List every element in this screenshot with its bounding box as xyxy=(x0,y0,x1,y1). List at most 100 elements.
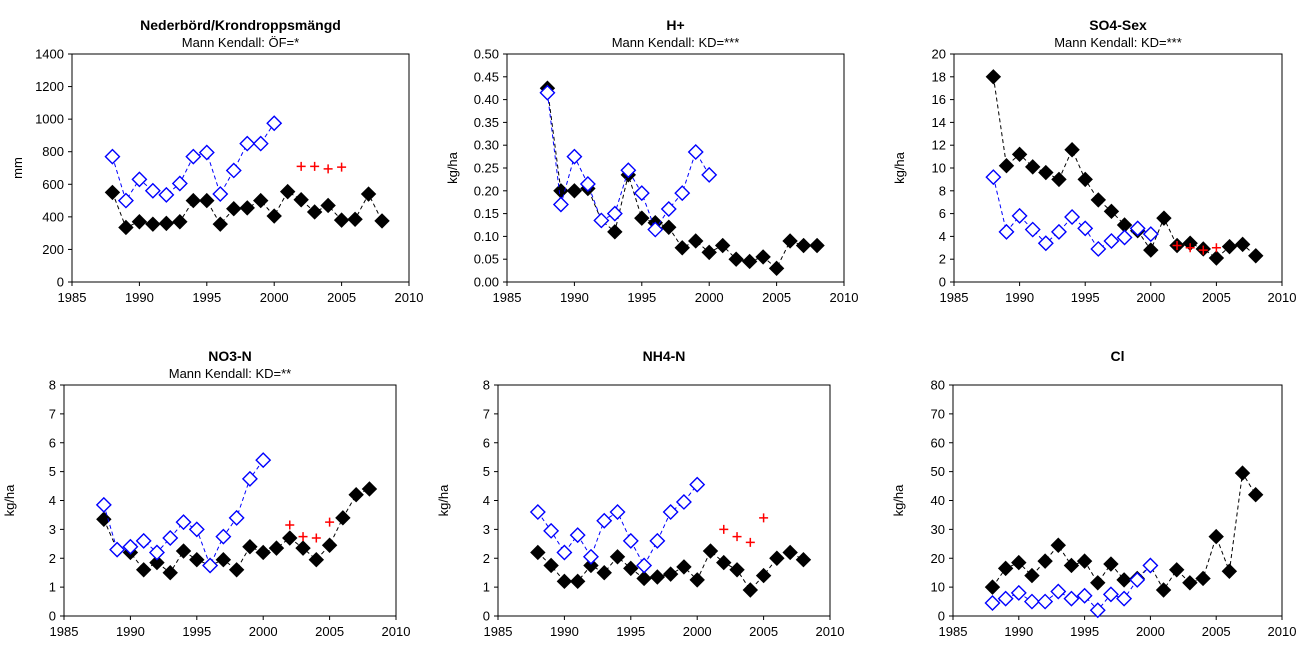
data-point-open-diamond xyxy=(162,530,179,547)
chart-title: Nederbörd/Krondroppsmängd xyxy=(140,17,341,33)
chart-panel-3: SO4-Sex Mann Kendall: KD=*** 0 2 4 6 8 10 12 14 16… xyxy=(892,17,1296,305)
data-point-open-diamond xyxy=(158,186,175,203)
data-point-open-diamond xyxy=(1089,602,1106,619)
data-point-open-diamond xyxy=(1037,235,1054,252)
data-point-open-diamond xyxy=(1103,232,1120,249)
data-point-plus xyxy=(310,161,320,171)
x-tick-label: 1995 xyxy=(616,624,645,639)
data-point-open-diamond xyxy=(674,185,691,202)
data-point-open-diamond xyxy=(185,148,202,165)
data-point-filled-diamond xyxy=(716,554,732,571)
data-point-open-diamond xyxy=(556,544,573,561)
data-point-open-diamond xyxy=(215,528,232,545)
data-point-filled-diamond xyxy=(1116,572,1132,588)
y-tick-label: 0 xyxy=(49,609,56,624)
y-tick-label: 2 xyxy=(49,551,56,566)
data-point-open-diamond xyxy=(998,223,1015,240)
series-line xyxy=(103,488,370,574)
data-point-open-diamond xyxy=(252,135,269,152)
chart-title: H+ xyxy=(666,17,684,33)
data-point-filled-diamond xyxy=(279,183,296,200)
data-point-filled-diamond xyxy=(768,260,785,277)
y-tick-label: 80 xyxy=(931,378,945,393)
data-point-filled-diamond xyxy=(985,69,1002,85)
data-point-filled-diamond xyxy=(1038,164,1054,181)
data-point-open-diamond xyxy=(212,186,229,203)
chart-subtitle: Mann Kendall: KD=*** xyxy=(1054,35,1182,50)
data-point-filled-diamond xyxy=(1011,554,1027,571)
chart-subtitle: Mann Kendall: ÖF=* xyxy=(182,35,299,50)
data-point-filled-diamond xyxy=(158,215,175,232)
data-point-filled-diamond xyxy=(742,582,759,598)
data-point-open-diamond xyxy=(1050,583,1067,600)
data-point-open-diamond xyxy=(689,476,706,493)
y-axis-label: kg/ha xyxy=(2,484,17,517)
x-tick-label: 1995 xyxy=(1070,624,1099,639)
y-axis-label: kg/ha xyxy=(436,484,451,517)
data-point-filled-diamond xyxy=(1051,171,1067,188)
y-tick-label: 1000 xyxy=(35,112,64,127)
data-point-open-diamond xyxy=(1077,220,1094,237)
y-tick-label: 40 xyxy=(931,493,945,508)
data-point-open-diamond xyxy=(144,182,161,199)
data-point-filled-diamond xyxy=(1208,528,1224,545)
y-tick-label: 4 xyxy=(939,229,946,244)
data-point-filled-diamond xyxy=(212,216,228,232)
y-tick-label: 0.25 xyxy=(474,161,499,176)
y-axis-label: kg/ha xyxy=(891,484,906,517)
y-tick-label: 6 xyxy=(49,435,56,450)
y-tick-label: 0.30 xyxy=(474,138,499,153)
data-point-plus xyxy=(719,524,729,534)
data-point-filled-diamond xyxy=(295,540,311,556)
y-tick-label: 14 xyxy=(932,115,946,130)
data-point-open-diamond xyxy=(593,212,610,229)
x-tick-label: 2005 xyxy=(762,290,791,305)
y-tick-label: 800 xyxy=(42,144,64,159)
data-point-open-diamond xyxy=(1129,220,1146,237)
data-point-open-diamond xyxy=(228,509,245,526)
y-tick-label: 0.45 xyxy=(474,69,499,84)
x-tick-label: 2005 xyxy=(315,624,344,639)
data-point-open-diamond xyxy=(1129,571,1146,588)
data-point-open-diamond xyxy=(620,162,637,179)
x-tick-label: 2010 xyxy=(1268,290,1297,305)
y-tick-label: 1 xyxy=(483,580,490,595)
data-point-open-diamond xyxy=(579,175,596,192)
data-point-filled-diamond xyxy=(266,208,282,224)
x-tick-label: 2000 xyxy=(260,290,289,305)
y-tick-label: 0.35 xyxy=(474,115,499,130)
data-point-open-diamond xyxy=(1011,207,1028,224)
data-point-filled-diamond xyxy=(769,550,785,566)
data-point-open-diamond xyxy=(649,532,666,549)
data-point-plus xyxy=(298,532,308,542)
data-point-filled-diamond xyxy=(175,543,192,559)
chart-panel-4: NO3-N Mann Kendall: KD=** 0 1 2 3 4 5 6 7 8 1985 199… xyxy=(2,348,410,639)
chart-title: SO4-Sex xyxy=(1089,17,1147,33)
x-tick-label: 1990 xyxy=(550,624,579,639)
data-point-open-diamond xyxy=(997,590,1014,607)
data-point-filled-diamond xyxy=(728,251,744,267)
data-point-open-diamond xyxy=(135,532,152,549)
data-point-filled-diamond xyxy=(1221,563,1238,579)
data-point-filled-diamond xyxy=(1234,236,1251,253)
data-point-filled-diamond xyxy=(1221,238,1238,255)
data-point-filled-diamond xyxy=(649,569,666,585)
data-point-filled-diamond xyxy=(1103,556,1119,572)
data-point-filled-diamond xyxy=(1169,562,1185,578)
data-point-filled-diamond xyxy=(185,192,202,209)
data-point-filled-diamond xyxy=(172,214,188,230)
data-point-open-diamond xyxy=(1102,586,1119,603)
data-point-open-diamond xyxy=(609,504,626,521)
x-tick-label: 2010 xyxy=(830,290,859,305)
data-point-open-diamond xyxy=(582,548,599,565)
y-tick-label: 0.50 xyxy=(474,47,499,62)
data-point-filled-diamond xyxy=(553,183,569,199)
x-tick-label: 1985 xyxy=(493,290,522,305)
data-point-filled-diamond xyxy=(782,544,798,561)
data-point-filled-diamond xyxy=(714,237,731,254)
data-point-open-diamond xyxy=(1090,240,1107,257)
plot-frame xyxy=(952,384,1283,617)
data-point-filled-diamond xyxy=(1103,203,1120,220)
data-point-open-diamond xyxy=(660,201,677,218)
